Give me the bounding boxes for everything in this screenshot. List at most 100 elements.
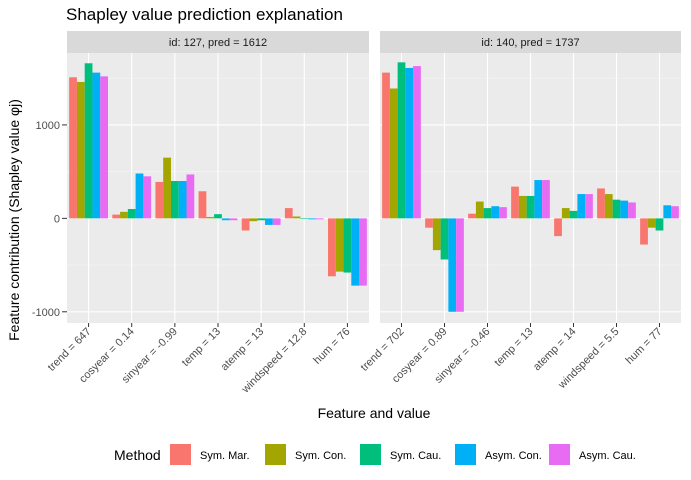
- bar: [178, 180, 187, 219]
- bar: [413, 66, 421, 219]
- bar: [604, 194, 613, 219]
- bar: [542, 180, 550, 219]
- legend-label: Sym. Con.: [295, 450, 346, 462]
- bar: [308, 218, 316, 220]
- legend-key: [170, 444, 191, 465]
- bar: [112, 214, 121, 219]
- facet-strip-label: id: 140, pred = 1737: [481, 37, 579, 49]
- bar: [249, 218, 258, 222]
- legend: Method Sym. Mar. Sym. Con. Sym. Cau. Asym. …: [114, 444, 636, 465]
- bar: [241, 218, 250, 231]
- bar: [483, 208, 492, 219]
- bar: [569, 210, 578, 219]
- legend-label: Asym. Cau.: [579, 450, 636, 462]
- legend-key: [549, 444, 570, 465]
- legend-key: [455, 444, 476, 465]
- legend-label: Sym. Cau.: [390, 450, 441, 462]
- bar: [499, 207, 507, 219]
- bar: [511, 186, 519, 219]
- bar: [351, 218, 360, 286]
- x-tick-label: hum = 77: [623, 326, 664, 367]
- bar: [456, 218, 464, 312]
- bar: [405, 67, 414, 219]
- bar: [432, 218, 441, 251]
- bar: [221, 218, 230, 221]
- bar: [198, 191, 207, 219]
- bar: [382, 72, 390, 219]
- bar: [328, 218, 336, 277]
- bar: [448, 218, 457, 312]
- bar: [534, 180, 543, 219]
- bar: [120, 211, 128, 219]
- bar: [135, 173, 144, 219]
- bar: [554, 218, 562, 237]
- bar: [100, 76, 108, 219]
- bar: [69, 77, 77, 219]
- bar: [300, 218, 309, 219]
- bar: [475, 201, 484, 219]
- bar: [561, 208, 570, 219]
- x-axis-title: Feature and value: [318, 405, 431, 421]
- bar: [647, 218, 656, 228]
- bar: [663, 205, 672, 219]
- x-tick-label: hum = 76: [311, 326, 352, 367]
- y-tick-label: -1000: [32, 307, 60, 319]
- bar: [92, 72, 101, 219]
- y-axis-title: Feature contribution (Shapley value φj): [6, 99, 22, 341]
- bar: [585, 194, 593, 219]
- bar: [76, 81, 85, 219]
- bar: [518, 195, 527, 219]
- bar: [655, 218, 664, 231]
- facet-strip-label: id: 127, pred = 1612: [169, 37, 267, 49]
- bar: [155, 181, 164, 219]
- x-tick-label: temp = 13: [492, 326, 535, 369]
- bar: [359, 218, 367, 286]
- bar: [389, 88, 398, 219]
- bar: [440, 218, 449, 260]
- facet-strip: [67, 31, 369, 53]
- facet-strip: [380, 31, 681, 53]
- bar: [335, 218, 344, 272]
- bar: [468, 213, 476, 219]
- bar: [84, 63, 93, 219]
- bar: [186, 174, 195, 219]
- bar: [127, 209, 136, 219]
- legend-label: Asym. Con.: [485, 450, 542, 462]
- bar: [265, 218, 273, 225]
- bar: [343, 218, 352, 273]
- bar: [425, 218, 433, 228]
- bar: [272, 218, 281, 225]
- bar: [526, 195, 535, 219]
- legend-key: [265, 444, 286, 465]
- y-tick-label: 1000: [36, 120, 60, 132]
- bar: [671, 206, 679, 219]
- y-tick-label: 0: [54, 213, 60, 225]
- bar: [577, 194, 586, 219]
- bar: [628, 202, 636, 219]
- legend-label: Sym. Mar.: [200, 450, 250, 462]
- bar: [397, 62, 406, 219]
- bar: [292, 216, 301, 219]
- bar: [597, 188, 605, 219]
- bar: [491, 206, 500, 219]
- bar: [163, 157, 171, 219]
- bar: [640, 218, 648, 245]
- bar: [170, 180, 179, 219]
- bar: [612, 199, 621, 219]
- bar: [229, 218, 238, 221]
- bar: [315, 218, 324, 220]
- bar: [206, 216, 215, 219]
- bar: [620, 200, 629, 219]
- legend-title: Method: [114, 447, 161, 463]
- bar: [284, 208, 293, 219]
- bar: [143, 176, 152, 219]
- bar: [214, 214, 222, 219]
- x-tick-label: temp = 13: [180, 326, 223, 369]
- chart-title: Shapley value prediction explanation: [66, 5, 343, 24]
- legend-key: [360, 444, 381, 465]
- bar: [257, 218, 266, 221]
